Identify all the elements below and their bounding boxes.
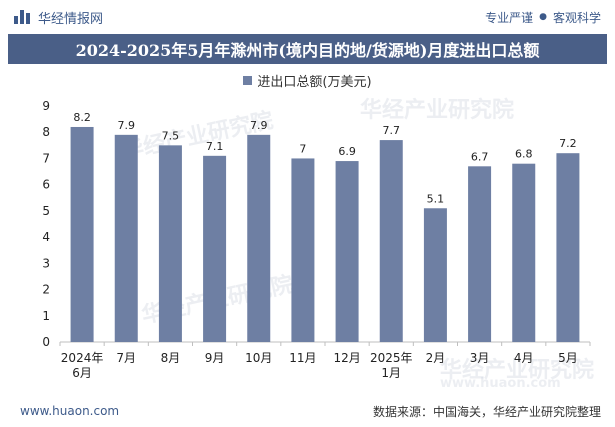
tagline: 专业严谨 ● 客观科学: [485, 9, 601, 26]
data-label: 7.2: [559, 137, 577, 150]
x-tick-label: 4月: [514, 351, 534, 365]
x-tick-label: 11月: [289, 351, 316, 365]
data-label: 8.2: [73, 111, 91, 124]
y-tick-label: 8: [42, 125, 50, 139]
legend-label: 进出口总额(万美元): [257, 75, 372, 90]
brand-name: 华经情报网: [38, 11, 104, 27]
footer-website-link[interactable]: www.huaon.com: [20, 404, 120, 418]
x-tick-label: 1月: [381, 366, 401, 380]
y-tick-label: 6: [42, 178, 50, 192]
bar: [423, 208, 447, 342]
bar: [70, 126, 94, 342]
tagline-left: 专业严谨: [485, 10, 534, 25]
bar: [291, 158, 315, 342]
bar: [512, 163, 536, 342]
legend-swatch: [243, 76, 253, 85]
brand[interactable]: 华经情报网: [14, 8, 103, 27]
data-label: 5.1: [427, 192, 445, 205]
chart-legend: 进出口总额(万美元): [0, 71, 615, 90]
y-tick-label: 1: [42, 309, 50, 323]
y-tick-label: 3: [42, 256, 50, 270]
x-tick-label: 2月: [426, 351, 446, 365]
bar: [468, 166, 492, 342]
x-tick-label: 10月: [245, 351, 272, 365]
x-tick-label: 3月: [470, 351, 490, 365]
dot-separator-icon: ●: [539, 12, 547, 22]
data-label: 6.9: [338, 145, 356, 158]
bar: [158, 145, 182, 342]
bar: [203, 155, 227, 342]
bar: [114, 134, 138, 342]
bar: [247, 134, 271, 342]
data-label: 7.9: [250, 119, 268, 132]
footer: www.huaon.com 数据来源：中国海关，华经产业研究院整理: [0, 395, 615, 427]
chart-title: 2024-2025年5月年滁州市(境内目的地/货源地)月度进出口总额: [8, 34, 607, 64]
footer-source: 数据来源：中国海关，华经产业研究院整理: [372, 404, 601, 419]
y-tick-label: 2: [42, 283, 50, 297]
data-label: 6.8: [515, 148, 533, 161]
data-label: 7.7: [383, 124, 401, 137]
x-tick-label: 12月: [333, 351, 360, 365]
x-tick-label: 6月: [72, 366, 92, 380]
x-tick-label: 7月: [116, 351, 136, 365]
tagline-right: 客观科学: [552, 10, 601, 25]
bar: [335, 161, 359, 342]
y-tick-label: 7: [42, 151, 50, 165]
data-label: 7.1: [206, 140, 224, 153]
data-label: 7.5: [162, 129, 180, 142]
header-bar: 华经情报网 专业严谨 ● 客观科学: [0, 0, 615, 34]
y-tick-label: 5: [42, 204, 50, 218]
data-label: 6.7: [471, 150, 489, 163]
brand-logo-icon: [14, 10, 30, 24]
y-tick-label: 9: [42, 99, 50, 113]
data-label: 7.9: [118, 119, 136, 132]
y-tick-label: 4: [42, 230, 50, 244]
bar: [556, 153, 580, 342]
y-tick-label: 0: [42, 335, 50, 349]
x-tick-label: 5月: [558, 351, 578, 365]
x-tick-label: 2024年: [61, 351, 104, 365]
x-tick-label: 2025年: [370, 351, 413, 365]
x-tick-label: 9月: [205, 351, 225, 365]
data-label: 7: [299, 142, 306, 155]
x-tick-label: 8月: [161, 351, 181, 365]
bar: [379, 140, 403, 342]
